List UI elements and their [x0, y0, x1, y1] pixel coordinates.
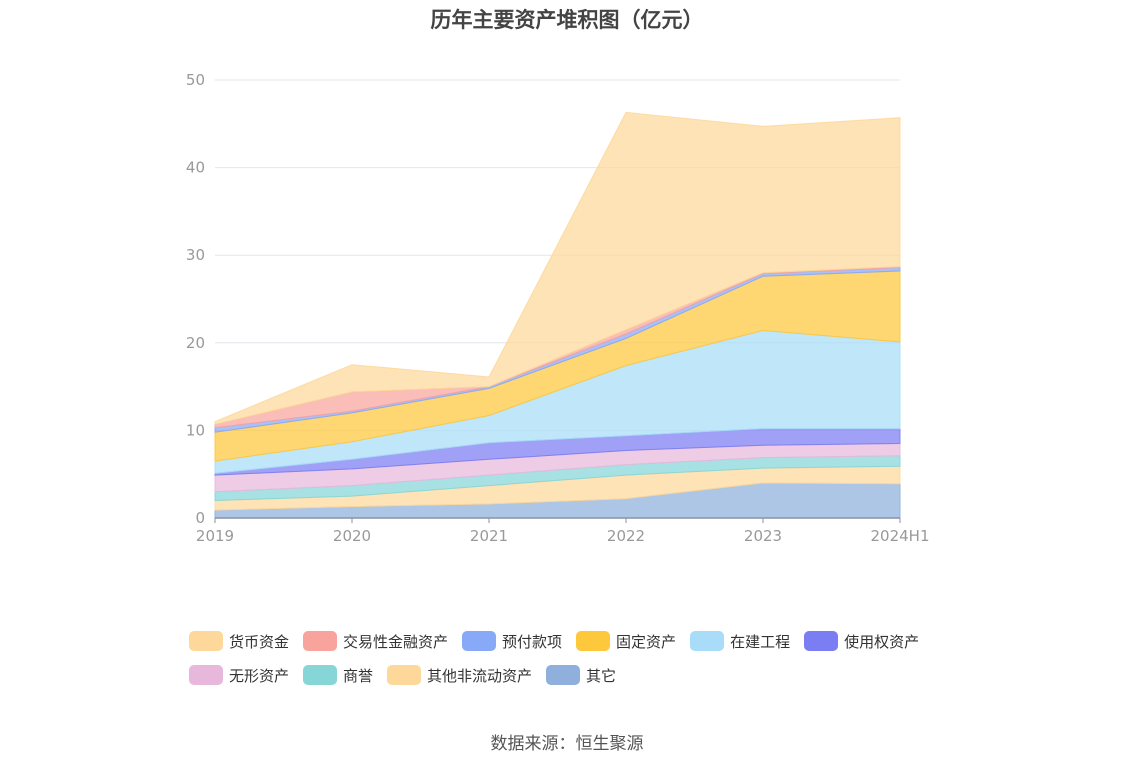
legend-item[interactable]: 无形资产 [189, 664, 289, 686]
legend-swatch [387, 665, 422, 685]
legend-item[interactable]: 其它 [546, 664, 616, 686]
x-tick-label: 2022 [607, 527, 645, 545]
legend-swatch [462, 631, 497, 651]
y-tick-label: 30 [186, 246, 205, 264]
legend-item[interactable]: 交易性金融资产 [303, 630, 448, 652]
y-tick-label: 40 [186, 159, 205, 177]
data-source-note: 数据来源：恒生聚源 [490, 734, 644, 754]
legend-swatch [303, 665, 338, 685]
y-tick-label: 0 [195, 509, 205, 527]
legend-swatch [804, 631, 839, 651]
legend-item[interactable]: 商誉 [303, 664, 373, 686]
legend-item[interactable]: 使用权资产 [804, 630, 919, 652]
area-series [214, 111, 901, 425]
chart-title: 历年主要资产堆积图（亿元） [430, 8, 704, 32]
x-tick-label: 2021 [470, 527, 508, 545]
legend-label: 货币资金 [229, 632, 290, 651]
legend-swatch [303, 631, 338, 651]
x-tick-label: 2024H1 [871, 527, 930, 545]
x-tick-label: 2020 [333, 527, 371, 545]
legend-label: 固定资产 [616, 632, 677, 651]
legend-label: 在建工程 [730, 632, 791, 651]
legend-item[interactable]: 预付款项 [462, 630, 562, 652]
x-tick-label: 2023 [744, 527, 782, 545]
legend-swatch [189, 631, 223, 651]
y-tick-label: 50 [186, 71, 205, 89]
legend-swatch [576, 631, 611, 651]
legend-label: 使用权资产 [844, 632, 920, 651]
legend-swatch [690, 631, 725, 651]
stacked-area-chart: 0 10 20 30 40 50 2019 2020 2021 2022 2023 2024H1 [186, 71, 930, 545]
legend-label: 无形资产 [229, 666, 290, 685]
legend-swatch [546, 665, 581, 685]
legend: 货币资金 交易性金融资产 预付款项 固定资产 在建工程 使用权资产无形资产 商誉 其他非流动资… [189, 630, 969, 686]
legend-item[interactable]: 货币资金 [189, 630, 289, 652]
legend-item[interactable]: 在建工程 [690, 630, 790, 652]
legend-label: 其它 [586, 666, 617, 685]
legend-label: 预付款项 [502, 632, 563, 651]
legend-item[interactable]: 其他非流动资产 [387, 664, 532, 686]
legend-swatch [189, 665, 223, 685]
legend-label: 交易性金融资产 [343, 632, 449, 651]
x-tick-label: 2019 [196, 527, 234, 545]
y-tick-label: 10 [186, 421, 205, 439]
legend-label: 其他非流动资产 [427, 666, 533, 685]
y-tick-label: 20 [186, 334, 205, 352]
legend-label: 商誉 [343, 666, 374, 685]
legend-item[interactable]: 固定资产 [576, 630, 676, 652]
